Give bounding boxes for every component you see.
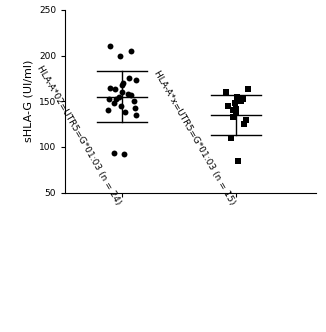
Y-axis label: sHLA-G (UI/ml): sHLA-G (UI/ml) [23,60,33,142]
Point [121,151,126,157]
Point [233,106,239,111]
Point [116,94,121,99]
Point [133,112,138,118]
Point [233,101,238,106]
Point [118,103,124,109]
Point [132,105,138,110]
Point [234,94,240,99]
Point [134,78,139,83]
Point [123,110,128,115]
Point [245,87,250,92]
Point [226,103,231,109]
Point [107,96,112,101]
Point [132,99,137,104]
Point [113,97,119,102]
Point [241,97,246,102]
Point [125,91,130,97]
Point [120,90,125,95]
Point [107,44,112,49]
Point [118,53,123,58]
Point [229,135,234,140]
Point [121,80,126,86]
Point [128,48,133,54]
Point [243,117,248,122]
Point [238,99,244,104]
Point [113,87,118,92]
Point [233,110,238,115]
Point [111,151,117,156]
Point [224,90,229,95]
Point [241,122,246,127]
Point [230,114,235,120]
Point [236,158,241,163]
Point [120,82,125,88]
Point [111,101,116,106]
Point [126,76,131,81]
Point [230,108,235,113]
Point [106,108,111,113]
Point [107,85,112,90]
Point [129,92,134,98]
